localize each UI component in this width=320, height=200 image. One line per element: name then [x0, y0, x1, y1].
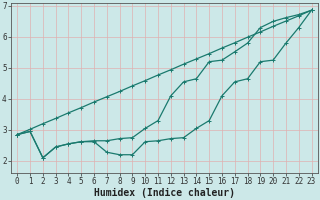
X-axis label: Humidex (Indice chaleur): Humidex (Indice chaleur) — [94, 188, 235, 198]
